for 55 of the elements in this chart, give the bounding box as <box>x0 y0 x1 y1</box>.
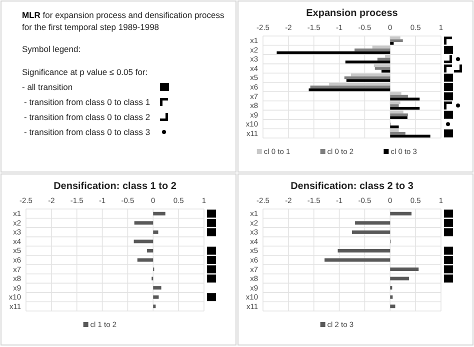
bar <box>390 94 408 98</box>
bar <box>153 230 158 234</box>
bar <box>390 113 408 116</box>
text: MLR for expansion process and densification process for the first temporal step 1989-1998 <box>22 10 224 32</box>
bar <box>390 106 420 110</box>
text: - all transition <box>22 82 73 92</box>
text: - transition from class 0 to class 2 <box>24 112 150 122</box>
bar <box>390 276 409 280</box>
bar <box>153 212 166 216</box>
text: Significance at p value ≤ 0.05 for: <box>22 67 148 77</box>
bar <box>390 104 399 107</box>
bar <box>390 101 400 104</box>
text: Symbol legend: <box>22 44 81 54</box>
bar <box>390 98 420 100</box>
text: - transition from class 0 to class 3 <box>24 127 150 137</box>
bar <box>134 240 154 244</box>
bar <box>390 304 396 308</box>
bar <box>310 86 390 88</box>
bar <box>276 51 390 54</box>
bar <box>374 67 390 70</box>
bar <box>390 39 403 42</box>
bar <box>329 82 390 86</box>
bar <box>354 48 390 52</box>
bar <box>390 132 406 135</box>
bar <box>147 248 154 252</box>
bar <box>355 221 390 225</box>
bar <box>390 134 430 138</box>
bar <box>390 212 412 216</box>
bar <box>390 36 400 40</box>
bar <box>345 60 390 64</box>
bar <box>346 79 390 82</box>
bar <box>390 116 408 119</box>
bar <box>390 295 393 299</box>
bar <box>308 88 390 92</box>
bar <box>153 295 159 299</box>
chart-title: Expansion process <box>306 8 398 19</box>
bar <box>134 221 154 225</box>
bar <box>137 258 154 262</box>
bar <box>390 110 404 114</box>
bar <box>350 74 390 76</box>
chart-title: Densification: class 2 to 3 <box>290 181 414 192</box>
bar <box>352 230 390 234</box>
bar <box>372 46 390 49</box>
bar <box>390 268 419 272</box>
bar <box>385 55 390 58</box>
chart-title: Densification: class 1 to 2 <box>54 181 177 192</box>
text: - transition from class 0 to class 1 <box>24 97 150 107</box>
bar <box>390 42 394 45</box>
bar <box>153 304 156 308</box>
bar <box>338 248 390 252</box>
bar <box>390 129 399 132</box>
bar <box>324 258 390 262</box>
bar <box>153 286 162 290</box>
bar <box>390 125 399 128</box>
bar <box>390 92 402 95</box>
